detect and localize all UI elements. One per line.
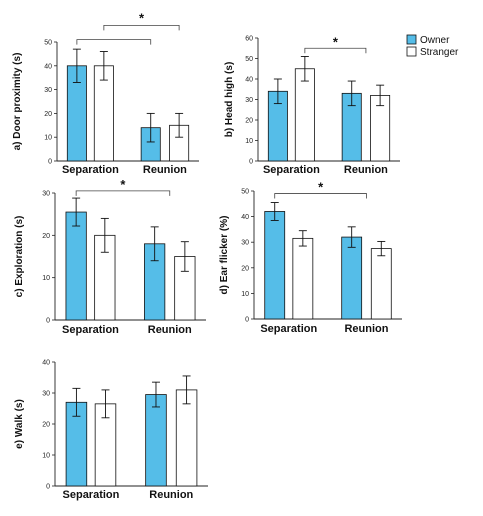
y-tick-label: 10: [241, 291, 249, 298]
significance-star: *: [139, 10, 145, 25]
significance-star: *: [333, 34, 339, 49]
y-tick-label: 20: [245, 118, 253, 125]
y-tick-label: 20: [241, 265, 249, 272]
y-tick-label: 10: [44, 135, 52, 142]
category-label-reunion: Reunion: [143, 164, 187, 176]
significance-star: *: [120, 177, 126, 192]
significance-star: *: [318, 180, 324, 195]
y-tick-label: 30: [44, 87, 52, 94]
y-tick-label: 20: [44, 111, 52, 118]
y-tick-label: 40: [42, 360, 50, 367]
y-tick-label: 0: [249, 159, 253, 166]
bar-stranger-reunion: [370, 248, 392, 320]
category-label-separation: Separation: [260, 323, 317, 335]
category-label-reunion: Reunion: [148, 324, 192, 336]
significance-bracket: [75, 190, 171, 196]
y-tick-label: 0: [48, 159, 52, 166]
significance-bracket: [304, 47, 367, 54]
y-tick-label: 30: [42, 191, 50, 198]
y-tick-label: 30: [42, 391, 50, 398]
bar-stranger-separation: [292, 237, 314, 320]
chart-panel-2: 0 10 20 30 40 50 60 b) Head high (s) Separation R…: [224, 34, 400, 176]
y-tick-label: 10: [42, 453, 50, 460]
category-label-separation: Separation: [63, 489, 120, 501]
significance-bracket-owner: [76, 39, 152, 45]
y-tick-label: 20: [42, 233, 50, 240]
y-tick-label: 0: [245, 317, 249, 324]
significance-bracket: [274, 193, 367, 199]
category-label-separation: Separation: [263, 164, 320, 176]
category-label-separation: Separation: [62, 164, 119, 176]
legend-stranger-label: Stranger: [420, 47, 459, 58]
y-tick-label: 30: [241, 240, 249, 247]
y-tick-label: 60: [245, 36, 253, 43]
bar-owner-separation: [65, 211, 87, 321]
bar-owner-reunion: [145, 394, 167, 487]
y-tick-label: 50: [44, 40, 52, 47]
y-tick-label: 0: [46, 318, 50, 325]
significance-bracket-stranger: [103, 24, 180, 31]
chart-panel-3: 0 10 20 30 c) Exploration (s) Separation Reuni…: [14, 177, 206, 336]
y-tick-label: 40: [241, 214, 249, 221]
y-axis-label: e) Walk (s): [14, 399, 25, 449]
panels: 0 10 20 30 40 50 a) Door proximity (s) Separati…: [12, 10, 402, 501]
y-tick-label: 50: [245, 56, 253, 63]
legend-owner-label: Owner: [420, 35, 450, 46]
bar-owner-reunion: [341, 236, 363, 320]
legend: Owner Stranger: [406, 34, 459, 58]
y-tick-label: 40: [245, 77, 253, 84]
y-tick-label: 30: [245, 97, 253, 104]
y-axis-label: a) Door proximity (s): [12, 53, 23, 151]
chart-panel-5: 0 10 20 30 40 e) Walk (s) Separation Reunion: [14, 360, 208, 501]
bar-owner-separation: [264, 211, 286, 320]
category-label-reunion: Reunion: [344, 323, 388, 335]
chart-panel-4: 0 10 20 30 40 50 d) Ear flicker (%) Separation R…: [219, 180, 402, 335]
legend-stranger-swatch: [406, 46, 417, 57]
y-axis-label: c) Exploration (s): [14, 216, 25, 298]
category-label-reunion: Reunion: [344, 164, 388, 176]
y-tick-label: 40: [44, 63, 52, 70]
bar-stranger-reunion: [175, 389, 198, 487]
y-tick-label: 10: [42, 275, 50, 282]
y-tick-label: 20: [42, 422, 50, 429]
y-axis-label: b) Head high (s): [224, 62, 235, 138]
y-tick-label: 10: [245, 138, 253, 145]
category-label-reunion: Reunion: [149, 489, 193, 501]
chart-panel-1: 0 10 20 30 40 50 a) Door proximity (s) Separati…: [12, 10, 199, 176]
y-tick-label: 0: [46, 484, 50, 491]
bar-stranger-separation: [294, 68, 315, 162]
legend-owner-swatch: [406, 34, 417, 45]
y-tick-label: 50: [241, 189, 249, 196]
y-axis-label: d) Ear flicker (%): [219, 216, 230, 295]
category-label-separation: Separation: [62, 324, 119, 336]
